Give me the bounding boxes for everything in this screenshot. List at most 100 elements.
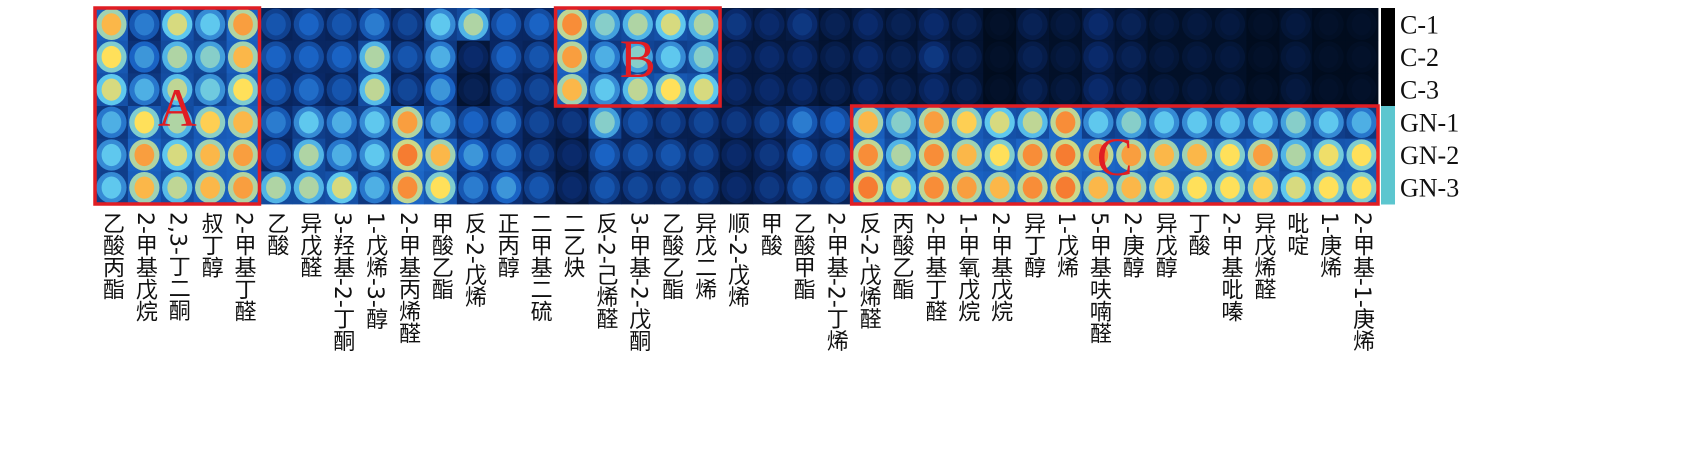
cell-blob-core	[233, 111, 253, 134]
column-label: 顺-2-戊烯	[724, 212, 750, 308]
cell-blob-core	[792, 78, 813, 101]
heatmap-cell	[687, 106, 721, 140]
column-labels: 乙酸丙酯 2-甲基戊烷 2,3-丁二酮 叔丁醇 2-甲基丁醛 乙酸 异戊醛 3-羟基-2-丁酮…	[99, 212, 1375, 352]
heatmap-cell	[588, 40, 622, 74]
column-label: 1-庚烯	[1316, 212, 1342, 278]
heatmap-cell	[1312, 171, 1346, 205]
column-label: 3-羟基-2-丁酮	[329, 212, 355, 352]
heatmap-cell	[1016, 73, 1050, 107]
region-border	[93, 6, 262, 206]
cell-blob-core	[825, 78, 846, 101]
heatmap-cell	[1049, 138, 1083, 172]
heatmap-cell	[687, 8, 721, 42]
cell-blob-core	[1285, 13, 1306, 36]
heatmap-cell	[752, 40, 787, 74]
heatmap-cell	[456, 8, 491, 42]
cell-blob-core	[134, 176, 155, 199]
row-label: GN-1	[1400, 108, 1459, 137]
row-group-swatch	[1381, 171, 1395, 205]
cell-blob-core	[595, 176, 615, 199]
column-label: 2-甲基戊烷	[132, 212, 158, 322]
heatmap-cell	[983, 8, 1017, 42]
cell-blob-core	[1055, 13, 1076, 36]
cell-blob-core	[266, 176, 286, 199]
cell-blob-core	[1055, 176, 1076, 199]
cell-blob-core	[989, 143, 1010, 167]
heatmap-cell	[1345, 106, 1379, 140]
cell-blob-core	[134, 111, 155, 134]
heatmap-cell	[193, 40, 227, 74]
heatmap-cell	[555, 40, 589, 74]
cell-blob-core	[1318, 45, 1339, 69]
heatmap-cell	[456, 106, 491, 140]
cell-blob-core	[298, 176, 319, 199]
cell-blob-core	[1154, 45, 1175, 69]
heatmap-cell	[456, 171, 491, 205]
cell-blob-core	[627, 143, 648, 167]
cell-blob-core	[627, 176, 648, 199]
heatmap-cell	[1246, 8, 1280, 42]
cell-blob-core	[397, 45, 418, 69]
cell-blob-core	[1285, 78, 1306, 101]
heatmap-cell	[555, 138, 589, 172]
heatmap-cell	[785, 106, 820, 140]
heatmap-cell	[851, 106, 885, 140]
cell-blob-core	[1252, 45, 1273, 69]
cell-blob-core	[562, 143, 582, 167]
heatmap-cell	[423, 106, 458, 140]
heatmap-cell	[1049, 8, 1083, 42]
heatmap-cell	[1312, 40, 1346, 74]
cell-blob-core	[726, 13, 747, 36]
cell-blob-core	[858, 78, 878, 101]
cell-blob-core	[726, 143, 747, 167]
column-label: 异戊醇	[1152, 212, 1178, 278]
heatmap-cell	[358, 73, 392, 107]
heatmap-cell	[1081, 73, 1116, 107]
heatmap-cell	[1180, 138, 1214, 172]
cell-blob-core	[1121, 111, 1142, 134]
cell-blob-core	[989, 45, 1010, 69]
cell-blob-core	[792, 143, 813, 167]
heatmap-cell	[917, 106, 951, 140]
row-group-swatch	[1381, 8, 1395, 42]
cell-blob-core	[1187, 45, 1207, 69]
cell-blob-core	[529, 111, 549, 134]
heatmap-cell	[917, 8, 951, 42]
heatmap-cell	[292, 8, 326, 42]
cell-blob-core	[101, 176, 122, 199]
row-group-swatch	[1381, 138, 1395, 172]
heatmap-cell	[818, 73, 853, 107]
heatmap-cell	[1213, 73, 1247, 107]
heatmap-cell	[193, 73, 227, 107]
cell-blob-core	[298, 143, 319, 167]
column-label: 2-甲基戊烷	[987, 212, 1013, 322]
heatmap-cell	[522, 8, 556, 42]
cell-blob-core	[956, 13, 977, 36]
column-label: 异戊醛	[296, 212, 322, 278]
heatmap-cell	[193, 138, 227, 172]
heatmap-cell	[555, 106, 589, 140]
cell-blob-core	[1055, 111, 1076, 134]
cell-blob-core	[792, 13, 813, 36]
cell-blob-core	[331, 143, 352, 167]
heatmap-cell	[950, 73, 984, 107]
heatmap-cell	[720, 73, 754, 107]
cell-blob-core	[989, 13, 1010, 36]
cell-blob-core	[167, 176, 188, 199]
cell-blob-core	[529, 78, 549, 101]
heatmap-cell	[292, 40, 326, 74]
heatmap-cell	[720, 8, 754, 42]
cell-blob-core	[891, 111, 911, 134]
heatmap-cell	[1246, 106, 1280, 140]
heatmap-cell	[818, 106, 853, 140]
cell-blob-core	[200, 111, 221, 134]
heatmap-cell	[1147, 40, 1182, 74]
heatmap-cell	[785, 40, 820, 74]
heatmap-cell	[489, 8, 524, 42]
heatmap-cell	[325, 171, 359, 205]
cell-blob-core	[298, 111, 319, 134]
heatmap-cell	[1213, 8, 1247, 42]
column-label: 丙酸乙酯	[888, 212, 914, 300]
heatmap-cell	[127, 106, 162, 140]
